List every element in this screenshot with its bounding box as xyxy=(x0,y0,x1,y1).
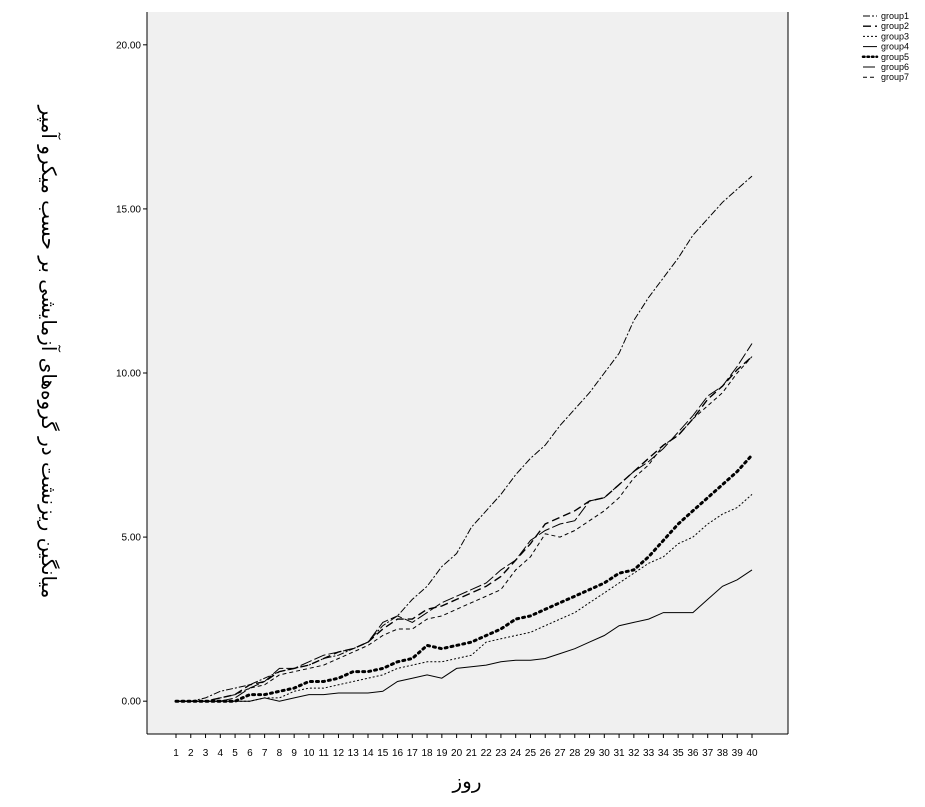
x-tick-label: 23 xyxy=(495,748,507,759)
x-tick-label: 25 xyxy=(525,748,537,759)
y-tick-label: 20.00 xyxy=(116,40,141,51)
x-tick-label: 30 xyxy=(599,748,611,759)
x-tick-label: 29 xyxy=(584,748,596,759)
series-lines xyxy=(174,175,754,703)
series-line-group5 xyxy=(174,453,754,703)
x-tick-label: 35 xyxy=(673,748,685,759)
x-tick-label: 37 xyxy=(702,748,714,759)
y-tick-label: 5.00 xyxy=(122,533,142,544)
x-tick-label: 12 xyxy=(333,748,345,759)
x-tick-label: 39 xyxy=(732,748,744,759)
legend: group1group2group3group4group5group6grou… xyxy=(861,11,909,82)
x-tick-label: 9 xyxy=(291,748,297,759)
y-tick-label: 10.00 xyxy=(116,369,141,380)
x-tick-label: 1 xyxy=(173,748,179,759)
series-line-group2 xyxy=(176,356,753,702)
x-tick-label: 22 xyxy=(481,748,493,759)
legend-label: group5 xyxy=(881,52,909,62)
legend-label: group2 xyxy=(881,21,909,31)
x-tick-label: 8 xyxy=(277,748,283,759)
legend-label: group4 xyxy=(881,42,909,52)
x-tick-label: 33 xyxy=(643,748,655,759)
x-tick-label: 31 xyxy=(614,748,626,759)
x-axis-title: روز xyxy=(452,769,482,793)
x-tick-label: 36 xyxy=(687,748,699,759)
x-tick-label: 3 xyxy=(203,748,209,759)
x-tick-label: 13 xyxy=(348,748,360,759)
series-line-group4 xyxy=(176,569,753,702)
y-tick-label: 0.00 xyxy=(122,697,142,708)
x-tick-label: 19 xyxy=(436,748,448,759)
x-tick-label: 14 xyxy=(362,748,374,759)
x-tick-label: 38 xyxy=(717,748,729,759)
series-line-group3 xyxy=(176,494,753,702)
y-axis: 0.00 5.00 10.00 15.00 20.00 xyxy=(116,40,147,708)
x-tick-label: 10 xyxy=(303,748,315,759)
plot-area xyxy=(147,12,788,734)
series-line-group1 xyxy=(176,175,753,702)
y-axis-title: میانگین ریزنشت در گروه‌های آزمایشی بر حس… xyxy=(36,105,62,599)
x-tick-label: 40 xyxy=(746,748,758,759)
x-tick-label: 15 xyxy=(377,748,389,759)
x-tick-label: 20 xyxy=(451,748,463,759)
x-tick-label: 34 xyxy=(658,748,670,759)
x-tick-label: 18 xyxy=(422,748,434,759)
x-tick-label: 28 xyxy=(569,748,581,759)
x-tick-label: 4 xyxy=(218,748,224,759)
x-tick-label: 17 xyxy=(407,748,419,759)
x-tick-label: 21 xyxy=(466,748,478,759)
series-line-group7 xyxy=(176,356,753,702)
legend-label: group1 xyxy=(881,11,909,21)
x-tick-label: 32 xyxy=(628,748,640,759)
x-tick-label: 5 xyxy=(232,748,238,759)
x-tick-label: 7 xyxy=(262,748,268,759)
x-axis: 1 2 3 4 5 6 7 8 9 10 11 12 13 14 15 16 17 18 19 20 21 22 23 24 2… xyxy=(173,734,758,759)
x-tick-label: 16 xyxy=(392,748,404,759)
x-tick-label: 6 xyxy=(247,748,253,759)
x-tick-label: 2 xyxy=(188,748,194,759)
x-tick-label: 24 xyxy=(510,748,522,759)
y-tick-label: 15.00 xyxy=(116,204,141,215)
legend-label: group7 xyxy=(881,72,909,82)
x-tick-label: 27 xyxy=(554,748,566,759)
x-tick-label: 11 xyxy=(318,748,329,759)
legend-label: group3 xyxy=(881,31,909,41)
legend-label: group6 xyxy=(881,62,909,72)
x-tick-label: 26 xyxy=(540,748,552,759)
